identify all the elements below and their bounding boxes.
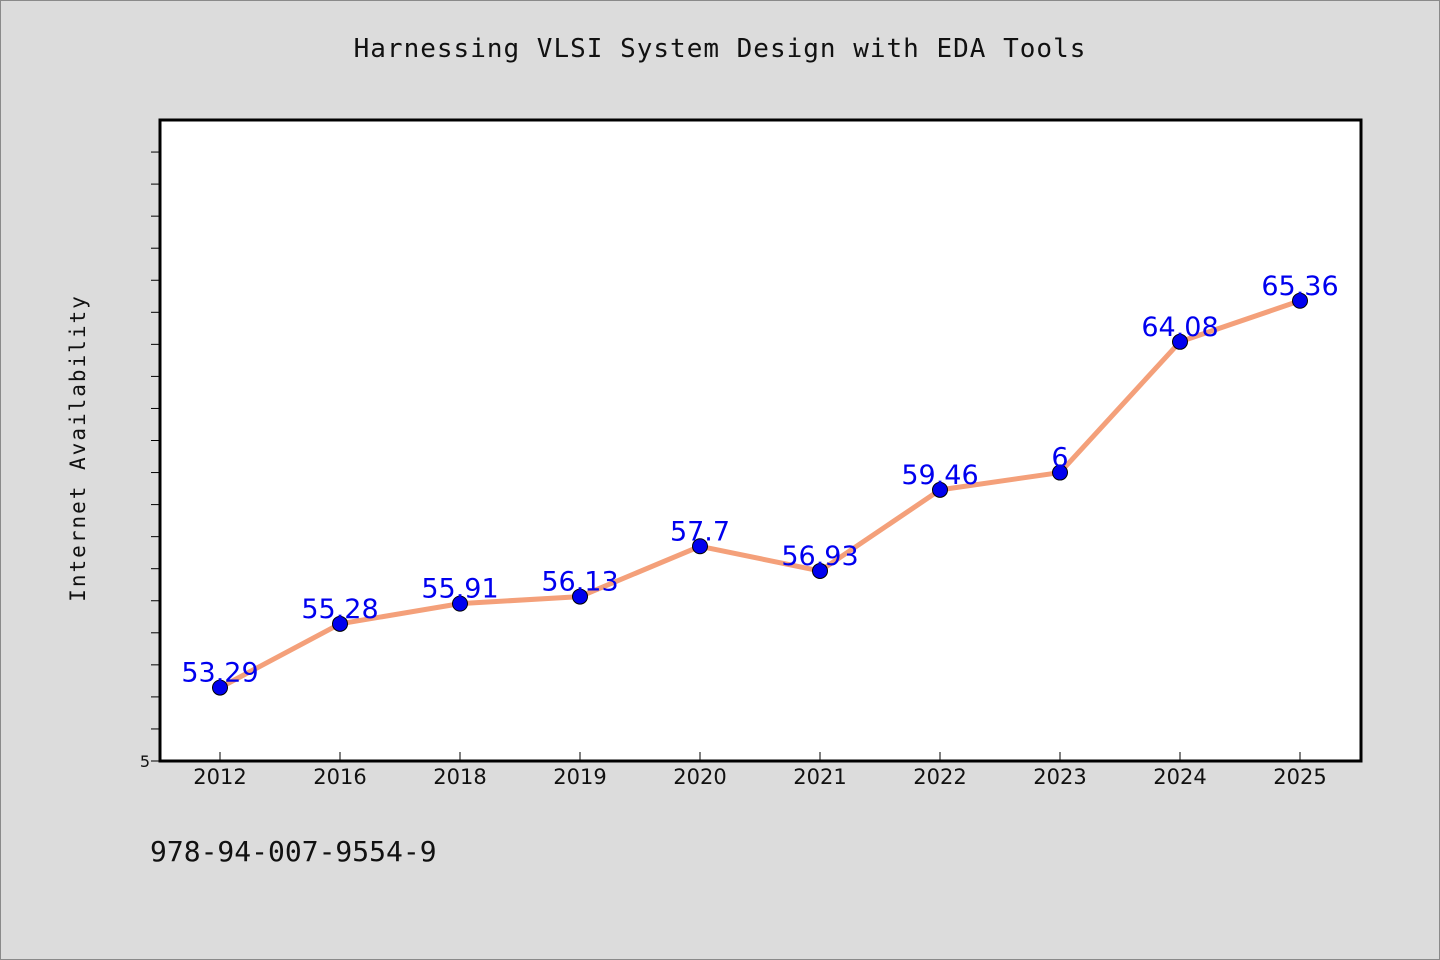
- data-label: 64.08: [1141, 312, 1218, 343]
- data-label: 57.7: [670, 516, 730, 547]
- data-point: [812, 562, 828, 579]
- x-tick-label: 2012: [193, 765, 246, 789]
- x-tick-label: 2019: [553, 765, 606, 789]
- data-label: 55.28: [301, 594, 378, 625]
- x-tick-label: 2025: [1273, 765, 1326, 789]
- plot-area: [158, 118, 1363, 763]
- chart-title: Harnessing VLSI System Design with EDA T…: [353, 34, 1087, 64]
- x-tick-label: 2016: [313, 765, 366, 789]
- x-tick-label: 2024: [1153, 765, 1206, 789]
- x-tick-label: 2021: [793, 765, 846, 789]
- data-label: 59.46: [901, 460, 978, 491]
- data-point: [692, 538, 708, 555]
- x-tick-label: 2018: [433, 765, 486, 789]
- data-label: 53.29: [181, 658, 258, 689]
- data-point: [1052, 464, 1068, 481]
- x-tick-label: 2023: [1033, 765, 1086, 789]
- data-point: [452, 595, 468, 612]
- x-tick-label: 2020: [673, 765, 726, 789]
- data-point: [932, 481, 948, 498]
- series-line: [217, 298, 1303, 691]
- series-group: [212, 292, 1308, 696]
- y-tick-label: 5: [140, 752, 150, 771]
- data-point: [1292, 292, 1308, 309]
- data-point: [572, 588, 588, 605]
- x-tick-label: 2022: [913, 765, 966, 789]
- data-labels-group: 53.29 55.28 55.91 56.13 57.7 56.93 59.46 6 64.08…: [181, 271, 1338, 689]
- x-axis-tick-labels: 2012 2016 2018 2019 2020 2021 2022 2023 2024 2025: [193, 752, 1327, 789]
- data-label: 56.13: [541, 567, 618, 598]
- isbn-text: 978-94-007-9554-9: [150, 835, 437, 868]
- data-label: 55.91: [421, 574, 498, 605]
- data-label: 6: [1051, 443, 1068, 474]
- data-label: 65.36: [1261, 271, 1338, 302]
- data-point: [332, 615, 348, 632]
- data-point: [1172, 333, 1188, 350]
- data-label: 56.93: [781, 541, 858, 572]
- data-point: [212, 679, 228, 696]
- y-axis-ticks: 5: [140, 151, 160, 771]
